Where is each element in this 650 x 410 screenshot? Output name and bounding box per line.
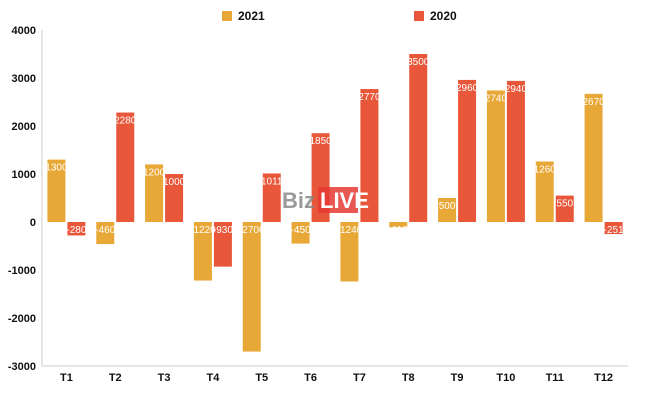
data-label-2021-T4: -1220 (190, 225, 216, 236)
data-label-2020-T8: 3500 (407, 57, 430, 68)
bar-2021-T5 (242, 222, 261, 352)
legend-swatch-2020 (414, 11, 424, 21)
data-label-2021-T8: -110 (389, 225, 409, 236)
x-tick-label: T6 (304, 372, 317, 384)
x-tick-label: T7 (353, 372, 366, 384)
bar-2021-T12 (584, 93, 603, 222)
y-tick-label: 1000 (12, 169, 36, 181)
bar-2020-T9 (458, 79, 477, 222)
data-label-2021-T7: -1240 (337, 225, 363, 236)
bar-2020-T7 (360, 89, 379, 222)
y-axis: 4000 3000 2000 1000 0 -1000 -2000 -3000 (8, 25, 628, 373)
data-label-2020-T1: -280 (66, 225, 86, 236)
data-label-2020-T9: 2960 (456, 83, 479, 94)
bar-2021-T11 (535, 161, 554, 222)
data-label-2020-T5: 1011 (261, 176, 283, 187)
x-tick-label: T12 (594, 372, 613, 384)
bars (47, 54, 623, 352)
x-tick-label: T4 (206, 372, 220, 384)
bar-2020-T12 (604, 222, 623, 235)
bar-2020-T1 (67, 222, 86, 236)
data-label-2020-T4: -930 (213, 225, 233, 236)
bar-2021-T9 (438, 198, 457, 222)
data-label-2020-T7: 2770 (358, 92, 381, 103)
data-label-2021-T3: 1200 (143, 167, 166, 178)
legend-label-2021: 2021 (238, 9, 265, 23)
bar-2020-T11 (555, 195, 574, 222)
watermark-logo: Biz LIVE (282, 187, 369, 213)
y-tick-label: 0 (30, 217, 36, 229)
legend: 2021 2020 (222, 9, 457, 23)
data-label-2020-T11: 550 (556, 199, 573, 210)
y-tick-label: -1000 (8, 265, 36, 277)
y-tick-label: 3000 (12, 73, 36, 85)
x-tick-label: T10 (496, 372, 515, 384)
bar-2021-T1 (47, 159, 66, 222)
x-tick-label: T1 (60, 372, 73, 384)
data-label-2021-T6: -450 (291, 225, 311, 236)
bar-2020-T10 (506, 80, 525, 222)
legend-swatch-2021 (222, 11, 232, 21)
data-label-2021-T11: 1260 (534, 165, 557, 176)
legend-label-2020: 2020 (430, 9, 457, 23)
y-tick-label: 2000 (12, 121, 36, 133)
y-tick-label: -2000 (8, 313, 36, 325)
y-tick-label: -3000 (8, 361, 36, 373)
watermark-biz-text: Biz (282, 188, 315, 213)
bar-2020-T8 (409, 54, 428, 222)
bar-2021-T3 (145, 164, 164, 222)
watermark-live-text: LIVE (320, 188, 369, 213)
data-label-2021-T5: -2700 (239, 225, 265, 236)
x-axis: T1 T2 T3 T4 T5 T6 T7 T8 T9 T10 T11 T12 (60, 372, 613, 384)
x-tick-label: T11 (546, 372, 564, 384)
data-label-2020-T10: 2940 (505, 84, 528, 95)
data-label-2020-T3: 1000 (163, 177, 186, 188)
x-tick-label: T3 (158, 372, 171, 384)
x-tick-label: T2 (109, 372, 122, 384)
data-label-2021-T2: -460 (95, 225, 115, 236)
data-label-2021-T10: 2740 (485, 93, 508, 104)
data-label-2021-T12: 2670 (582, 97, 605, 108)
x-tick-label: T9 (451, 372, 464, 384)
watermark-live-box (318, 187, 358, 213)
data-label-2020-T6: 1850 (309, 136, 332, 147)
data-label-2021-T1: 1300 (45, 163, 68, 174)
x-tick-label: T5 (255, 372, 268, 384)
data-label-2020-T12: -251 (604, 225, 624, 236)
data-label-2021-T9: 500 (439, 201, 456, 212)
bar-2021-T6 (291, 222, 310, 244)
bar-2020-T4 (213, 222, 232, 267)
bar-2021-T2 (96, 222, 115, 245)
bar-2021-T4 (193, 222, 212, 281)
x-tick-label: T8 (402, 372, 415, 384)
y-tick-label: 4000 (12, 25, 36, 37)
bar-2020-T2 (116, 112, 135, 222)
bar-2020-T3 (165, 174, 184, 222)
bar-2021-T10 (486, 90, 505, 222)
bar-2021-T8 (389, 222, 408, 228)
data-label-2020-T2: 2280 (114, 116, 137, 127)
bar-2020-T5 (262, 173, 281, 222)
bar-2021-T7 (340, 222, 359, 282)
